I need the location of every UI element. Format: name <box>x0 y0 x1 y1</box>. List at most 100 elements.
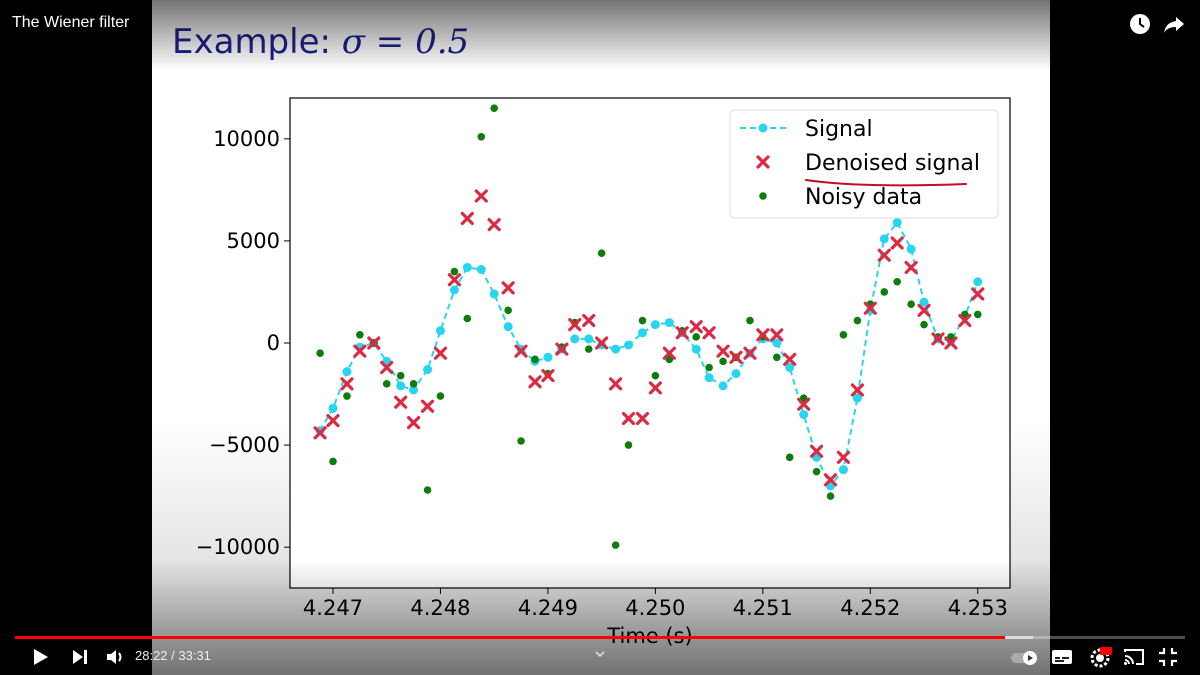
legend-entry: Signal <box>805 117 873 142</box>
marker-stroke <box>555 342 569 356</box>
signal-point <box>476 265 486 274</box>
legend-entry: Denoised signal <box>805 151 980 176</box>
noisy-point <box>773 353 781 362</box>
denoised-point <box>944 336 958 350</box>
exit-fullscreen-icon[interactable] <box>1156 645 1180 669</box>
noisy-point <box>973 310 982 319</box>
denoised-point <box>971 287 985 301</box>
marker-stroke <box>877 248 891 262</box>
denoised-point <box>433 346 448 360</box>
signal-point <box>704 373 714 383</box>
denoised-point <box>917 303 931 317</box>
noisy-point <box>382 380 391 388</box>
marker-stroke <box>460 211 474 226</box>
marker-stroke <box>406 416 421 430</box>
marker-stroke <box>353 344 367 358</box>
volume-icon[interactable] <box>104 645 128 669</box>
denoised-point <box>877 248 891 262</box>
denoised-point <box>420 399 435 413</box>
denoised-point <box>541 369 555 383</box>
marker-stroke <box>635 411 650 426</box>
noisy-point <box>611 541 620 549</box>
signal-point <box>396 381 406 391</box>
x-tick-label: 4.248 <box>410 596 470 620</box>
denoised-point <box>689 320 703 334</box>
marker-stroke <box>447 273 462 287</box>
marker-stroke <box>609 377 623 391</box>
clock-icon[interactable] <box>1128 12 1152 36</box>
marker-stroke <box>809 444 824 458</box>
progress-bar[interactable] <box>15 636 1006 639</box>
x-tick-label: 4.250 <box>625 596 685 620</box>
noisy-point <box>893 277 901 286</box>
signal-point <box>973 277 983 287</box>
noisy-point <box>463 314 472 323</box>
marker-stroke <box>541 369 555 383</box>
video-title[interactable]: The Wiener filter <box>12 14 130 31</box>
marker-stroke <box>958 313 972 328</box>
noisy-point <box>343 392 351 400</box>
subtitles-icon[interactable] <box>1050 645 1074 669</box>
noisy-point <box>826 492 835 500</box>
noisy-point <box>705 363 713 372</box>
marker-stroke <box>797 397 811 411</box>
marker-stroke <box>890 236 904 250</box>
noisy-point <box>450 267 459 276</box>
noisy-point <box>531 355 539 364</box>
cast-icon[interactable] <box>1122 645 1146 669</box>
noisy-point <box>907 300 915 309</box>
chevron-down-icon[interactable] <box>592 646 608 662</box>
denoised-point <box>406 416 421 430</box>
x-tick-label: 4.247 <box>303 596 363 620</box>
next-icon[interactable] <box>68 645 92 669</box>
denoised-point <box>460 211 474 226</box>
share-arrow-icon[interactable] <box>1162 12 1186 36</box>
signal-point <box>879 234 889 244</box>
noisy-point <box>947 333 955 341</box>
legend-signal-marker <box>758 123 768 133</box>
noisy-point <box>597 249 606 257</box>
noisy-point <box>396 371 405 380</box>
y-tick-label: −10000 <box>196 535 280 559</box>
marker-stroke <box>313 426 327 440</box>
play-icon[interactable] <box>28 645 52 669</box>
noisy-point <box>853 316 862 325</box>
marker-stroke <box>568 318 582 332</box>
denoised-point <box>353 344 367 358</box>
marker-stroke <box>850 383 865 397</box>
denoised-point <box>702 326 716 340</box>
denoised-point <box>823 473 838 487</box>
x-tick-label: 4.253 <box>948 596 1008 620</box>
marker-stroke <box>904 260 918 275</box>
marker-stroke <box>971 287 985 301</box>
signal-line <box>319 220 979 488</box>
signal-point <box>691 344 701 354</box>
noisy-point <box>584 345 593 353</box>
marker-stroke <box>528 375 542 389</box>
marker-stroke <box>770 328 784 342</box>
legend: Signal Denoised signal Noisy data <box>729 109 999 219</box>
signal-point <box>906 244 916 254</box>
marker-stroke <box>675 326 689 340</box>
denoised-point <box>783 352 797 366</box>
signal-point <box>611 344 621 354</box>
settings-gear-icon[interactable] <box>1088 645 1112 669</box>
x-tick-label: 4.252 <box>840 596 900 620</box>
marker-stroke <box>743 346 757 360</box>
autoplay-toggle-icon[interactable] <box>1010 645 1040 669</box>
signal-point <box>503 322 513 332</box>
denoised-point <box>850 383 865 397</box>
denoised-point <box>770 328 784 342</box>
signal-point <box>584 334 594 344</box>
marker-stroke <box>474 189 488 203</box>
denoised-point <box>313 426 327 440</box>
denoised-point <box>716 344 730 358</box>
denoised-point <box>514 344 528 358</box>
signal-point <box>919 297 929 307</box>
denoised-point <box>931 332 945 346</box>
marker-stroke <box>326 413 340 428</box>
denoised-point <box>635 411 650 426</box>
y-tick-label: −5000 <box>209 433 280 457</box>
signal-point <box>342 367 352 377</box>
